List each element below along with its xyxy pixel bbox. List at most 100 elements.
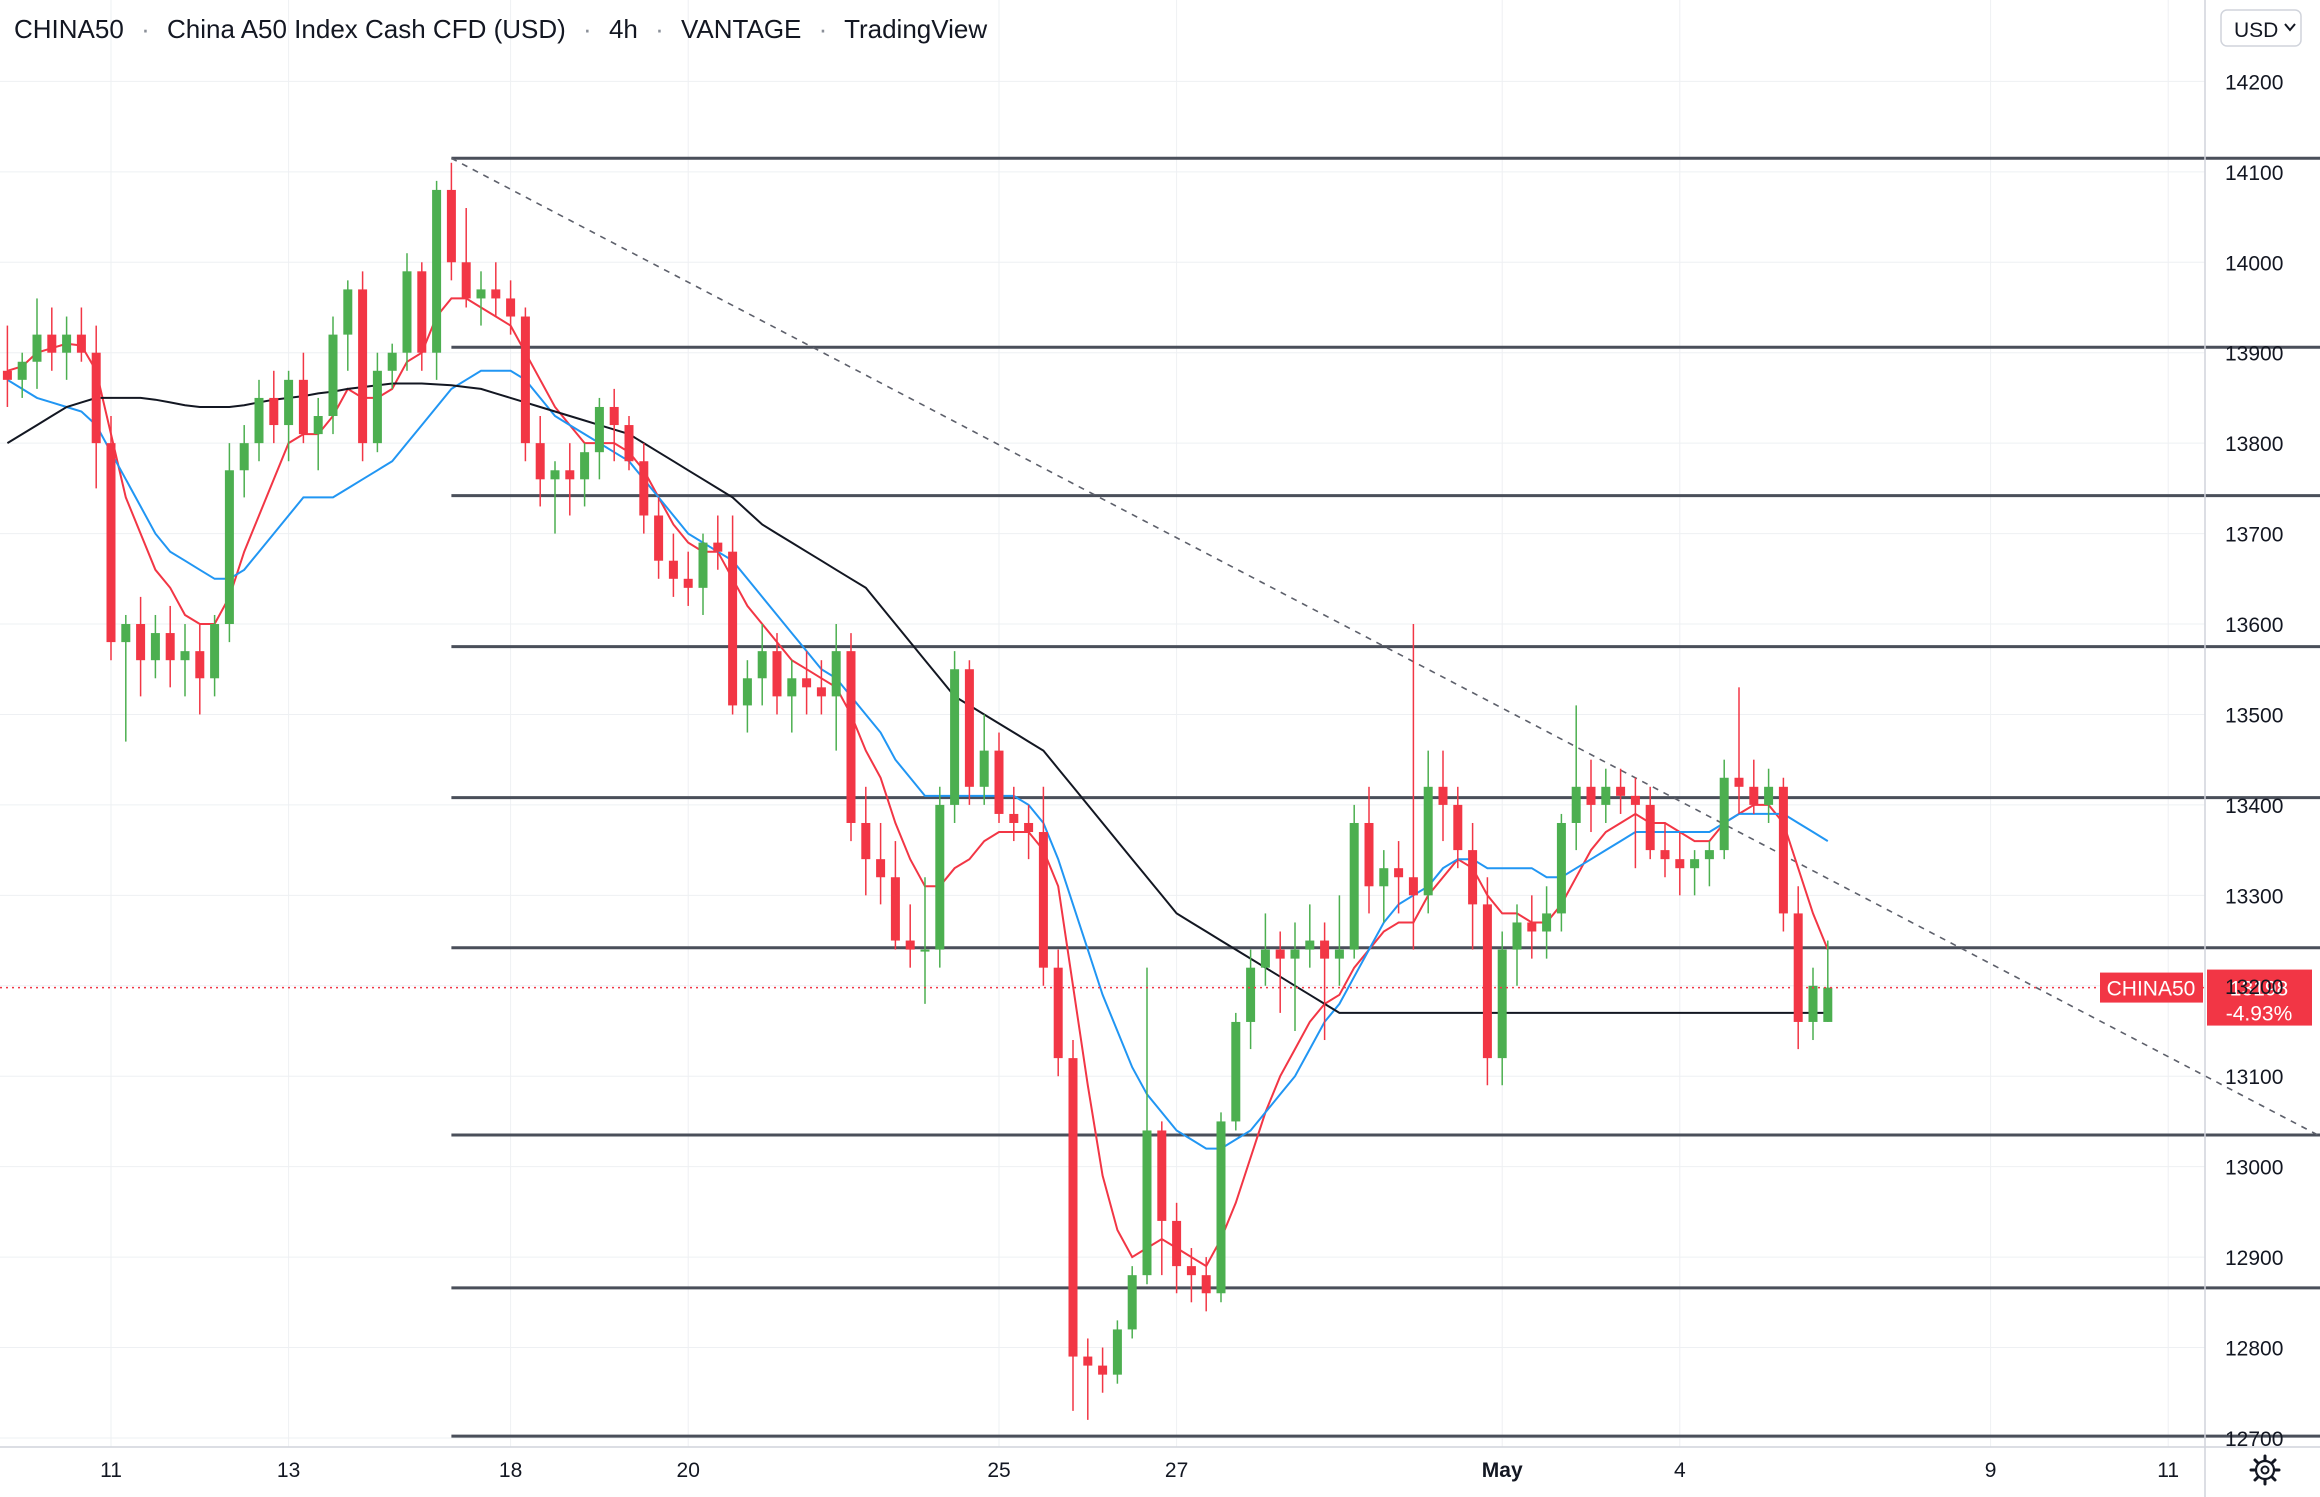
candle-body: [1349, 822, 1359, 950]
candle-body: [787, 678, 797, 697]
candle-body: [358, 289, 368, 444]
time-tick-label: 18: [499, 1459, 522, 1482]
candle-body: [1527, 922, 1537, 932]
candle-body: [180, 651, 190, 661]
candle-body: [32, 334, 42, 362]
current-price-value: 13198: [2230, 978, 2288, 1001]
candle-body: [1320, 940, 1330, 959]
candle-body: [668, 560, 678, 579]
candle-body: [580, 452, 590, 480]
price-tick-label: 13900: [2225, 343, 2283, 366]
currency-select-box[interactable]: [2220, 9, 2302, 47]
price-tick-label: 13800: [2225, 433, 2283, 456]
candle-body: [1423, 786, 1433, 896]
moving-average-line: [6, 369, 1829, 1150]
candle-body: [1083, 1356, 1093, 1366]
header-broker: VANTAGE: [681, 14, 801, 44]
currency-select-label: USD: [2234, 19, 2278, 42]
chart-header: CHINA50 · China A50 Index Cash CFD (USD)…: [14, 14, 987, 44]
header-interval[interactable]: 4h: [609, 14, 638, 44]
candle-body: [1334, 949, 1344, 959]
candle-body: [1157, 1130, 1167, 1221]
candle-body: [772, 651, 782, 697]
trend-line-dashed[interactable]: [451, 157, 2320, 1436]
candle-body: [757, 651, 767, 679]
candle-body: [254, 397, 264, 444]
price-tick-label: 12700: [2225, 1428, 2283, 1451]
symbol-price-label-bg: [2100, 972, 2203, 1003]
header-source: TradingView: [844, 14, 987, 44]
candle-body: [979, 750, 989, 787]
time-tick-label: 27: [1165, 1459, 1188, 1482]
candle-body: [1616, 786, 1626, 796]
candle-body: [964, 669, 974, 787]
candle-body: [432, 189, 442, 353]
candle-body: [1704, 850, 1714, 860]
trend-line[interactable]: [451, 157, 2320, 1436]
price-tick-label: 13300: [2225, 885, 2283, 908]
candle-body: [1394, 868, 1404, 878]
time-tick-label: 20: [677, 1459, 700, 1482]
candle-body: [417, 271, 427, 353]
header-name: China A50 Index Cash CFD (USD): [167, 14, 566, 44]
current-price-badge: [2207, 969, 2312, 1026]
candle-body: [1793, 913, 1803, 1022]
time-tick-label: 9: [1985, 1459, 1997, 1482]
current-price-line: CHINA50 13198-4.93%: [0, 969, 2312, 1026]
price-tick-label: 14200: [2225, 71, 2283, 94]
candle-body: [1142, 1130, 1152, 1276]
gear-icon[interactable]: [2249, 1454, 2281, 1486]
candle-body: [1734, 777, 1744, 787]
candle-body: [1305, 940, 1315, 950]
candle-body: [461, 262, 471, 299]
candle-body: [506, 298, 516, 317]
candle-body: [905, 940, 915, 950]
candle-body: [639, 461, 649, 516]
candle-body: [121, 624, 131, 643]
time-axis[interactable]: 111318202527May49111618: [100, 1459, 2320, 1482]
candle-body: [1186, 1266, 1196, 1276]
candle-body: [328, 334, 338, 417]
time-tick-label: 11: [100, 1459, 122, 1482]
fibonacci-retracement[interactable]: 1(14115)0.852(13906)0.736(13742)0.618(13…: [451, 131, 2320, 1438]
grid: [0, 0, 2205, 1447]
candle-body: [17, 361, 27, 380]
price-tick-label: 13400: [2225, 795, 2283, 818]
candle-body: [1630, 795, 1640, 805]
price-tick-label: 12800: [2225, 1338, 2283, 1361]
candle-body: [876, 859, 886, 878]
candle-body: [861, 822, 871, 860]
price-tick-label: 14100: [2225, 162, 2283, 185]
candle-body: [594, 406, 604, 453]
time-tick-label: May: [1482, 1459, 1523, 1482]
price-tick-label: 12900: [2225, 1247, 2283, 1270]
candle-body: [1068, 1058, 1078, 1357]
candle-body: [816, 687, 826, 697]
candle-body: [1778, 786, 1788, 914]
candle-body: [1675, 859, 1685, 869]
price-tick-label: 13700: [2225, 524, 2283, 547]
candle-body: [1024, 822, 1034, 833]
candle-body: [935, 804, 945, 950]
header-separator: ·: [583, 14, 592, 44]
price-axis[interactable]: 12700 12800 12900 13000 13100 13200 13300 13400…: [2225, 71, 2283, 1451]
candle-body: [372, 370, 382, 444]
candle-body: [1246, 967, 1256, 1022]
candle-body: [387, 352, 397, 371]
header-separator: ·: [655, 14, 664, 44]
candle-body: [1038, 832, 1048, 968]
candle-body: [1216, 1121, 1226, 1294]
candle-body: [683, 578, 693, 588]
candle-body: [920, 949, 930, 952]
currency-select[interactable]: USD: [2220, 9, 2302, 47]
candle-body: [1112, 1329, 1122, 1375]
candle-body: [284, 379, 294, 426]
candle-body: [476, 289, 486, 299]
candle-body: [1468, 850, 1478, 905]
moving-averages: [6, 297, 1829, 1268]
candle-body: [491, 289, 501, 299]
candle-body: [298, 379, 308, 435]
candle-body: [1408, 877, 1418, 896]
candle-body: [1556, 822, 1566, 914]
